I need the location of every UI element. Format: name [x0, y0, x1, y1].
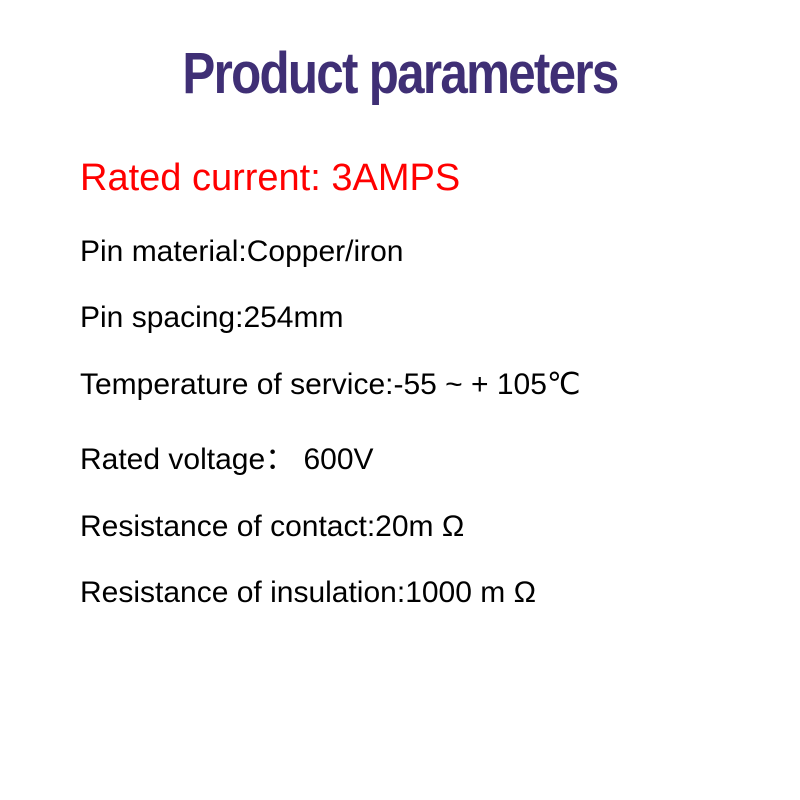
param-label: Temperature of service:	[80, 368, 393, 401]
param-value: 254mm	[243, 301, 343, 334]
param-row: Temperature of service:-55 ~ + 105℃	[60, 367, 740, 402]
param-value: 1000 m Ω	[405, 576, 536, 609]
highlight-label: Rated current:	[80, 157, 331, 199]
param-highlight: Rated current: 3AMPS	[60, 157, 740, 200]
param-value: -55 ~ + 105℃	[393, 368, 580, 401]
param-value: 600V	[295, 443, 373, 476]
param-row: Pin material:Copper/iron	[60, 235, 740, 269]
param-label: Pin spacing:	[80, 301, 243, 334]
param-value: Copper/iron	[247, 235, 404, 268]
highlight-value: 3AMPS	[331, 157, 460, 199]
param-value: 20m Ω	[375, 510, 464, 543]
param-row: Rated voltage： 600V	[60, 434, 740, 478]
page-title: Product parameters	[111, 40, 689, 107]
param-row: Resistance of insulation:1000 m Ω	[60, 576, 740, 610]
param-row: Pin spacing:254mm	[60, 301, 740, 335]
param-label: Pin material:	[80, 235, 247, 268]
param-label: Rated voltage：	[80, 443, 295, 476]
param-label: Resistance of contact:	[80, 510, 375, 543]
param-label: Resistance of insulation:	[80, 576, 405, 609]
param-row: Resistance of contact:20m Ω	[60, 510, 740, 544]
